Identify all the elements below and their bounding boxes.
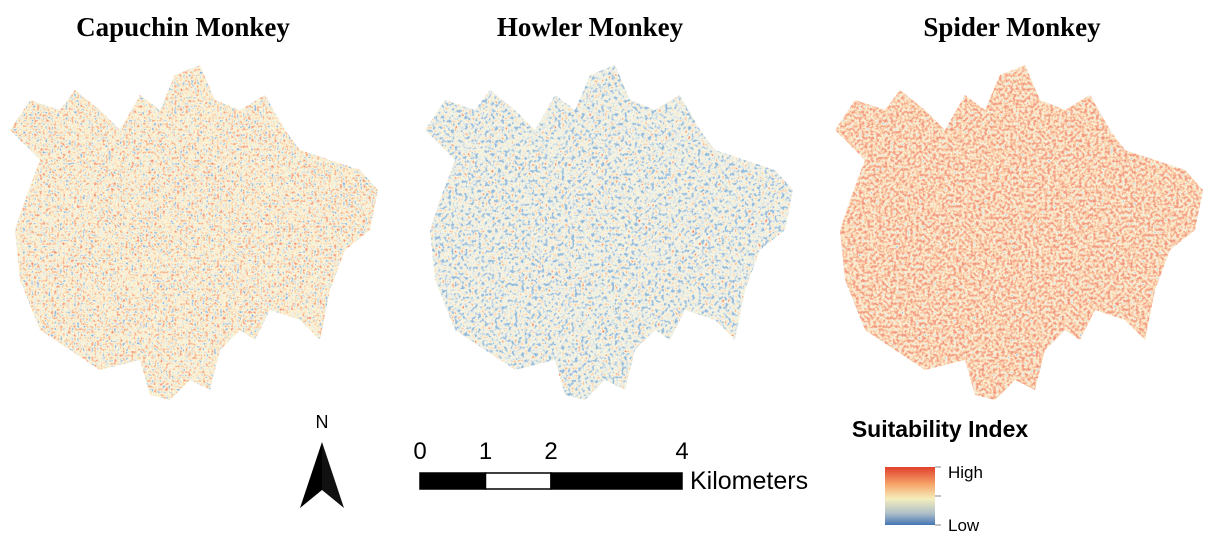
scale-tick-label: 2 [544, 438, 557, 465]
suitability-map [425, 65, 793, 400]
legend-high: High [948, 463, 983, 482]
scale-bar: Kilometers 0 1 2 4 [413, 438, 808, 495]
scale-tick-label: 0 [413, 438, 426, 465]
legend: Suitability Index High Low [852, 416, 1029, 534]
scale-tick-label: 1 [479, 438, 492, 465]
suitability-map [835, 65, 1203, 400]
map-figure: Capuchin Monkey Howler Monkey Spider Mon… [0, 0, 1206, 534]
legend-title: Suitability Index [852, 416, 1029, 442]
legend-ramp [885, 467, 935, 525]
scale-unit: Kilometers [690, 467, 808, 495]
panel-title: Capuchin Monkey [76, 12, 290, 42]
suitability-map [10, 65, 378, 400]
arrow-left [300, 442, 322, 508]
panel-title: Spider Monkey [923, 12, 1101, 42]
scale-tick-label: 4 [675, 438, 688, 465]
panel-title: Howler Monkey [497, 12, 684, 42]
north-arrow: N [300, 412, 344, 508]
scale-segment [486, 473, 552, 489]
scale-segment [420, 473, 486, 489]
arrow-right [322, 442, 344, 508]
legend-low: Low [948, 516, 980, 534]
north-label: N [316, 412, 329, 432]
scale-segment [551, 473, 682, 489]
